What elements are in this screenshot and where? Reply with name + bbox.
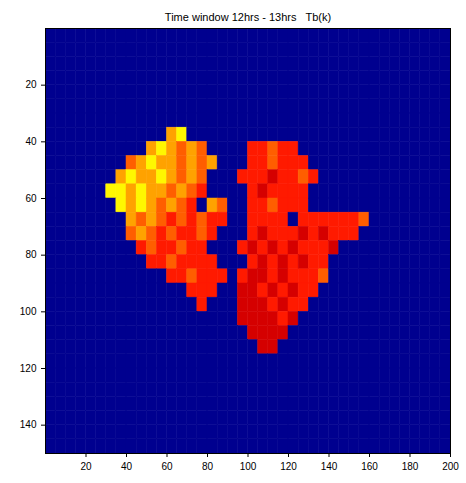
svg-text:100: 100 xyxy=(240,461,257,472)
svg-text:200: 200 xyxy=(442,461,459,472)
svg-text:40: 40 xyxy=(121,461,133,472)
svg-text:180: 180 xyxy=(402,461,419,472)
svg-text:40: 40 xyxy=(25,136,37,147)
svg-text:140: 140 xyxy=(321,461,338,472)
svg-text:60: 60 xyxy=(161,461,173,472)
svg-text:140: 140 xyxy=(20,419,37,430)
svg-text:100: 100 xyxy=(20,306,37,317)
svg-text:20: 20 xyxy=(25,79,37,90)
svg-text:60: 60 xyxy=(25,193,37,204)
svg-text:80: 80 xyxy=(202,461,214,472)
svg-text:20: 20 xyxy=(80,461,92,472)
svg-text:120: 120 xyxy=(20,363,37,374)
svg-text:80: 80 xyxy=(25,249,37,260)
svg-text:120: 120 xyxy=(280,461,297,472)
svg-text:Time window 12hrs - 13hrs Tb: Time window 12hrs - 13hrs Tb(k) xyxy=(165,11,331,23)
svg-text:160: 160 xyxy=(361,461,378,472)
